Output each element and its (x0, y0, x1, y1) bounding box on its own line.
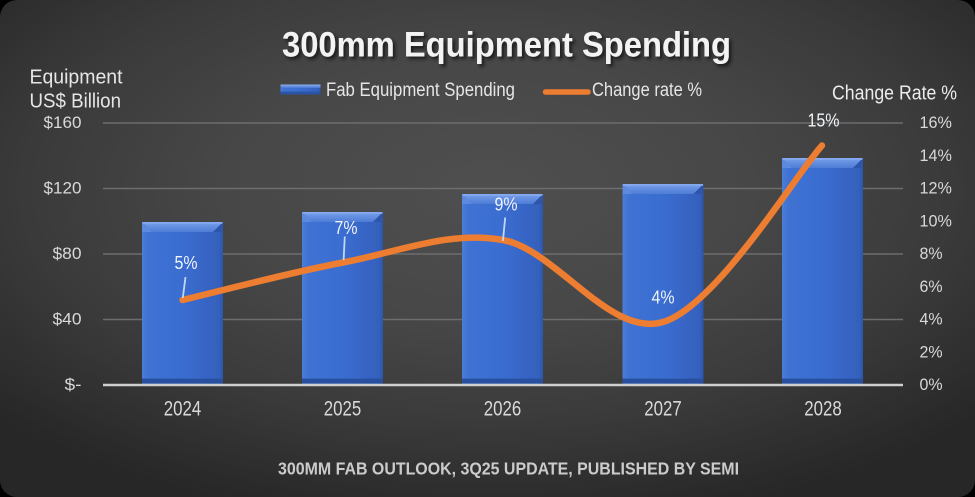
svg-text:$120: $120 (44, 179, 82, 198)
svg-text:2%: 2% (920, 342, 943, 361)
svg-text:5%: 5% (175, 253, 198, 273)
svg-text:6%: 6% (920, 277, 943, 296)
svg-text:2025: 2025 (324, 397, 362, 421)
svg-text:Fab Equipment Spending: Fab Equipment Spending (326, 80, 515, 101)
svg-text:$80: $80 (53, 244, 82, 263)
svg-text:US$ Billion: US$ Billion (30, 91, 122, 113)
svg-text:14%: 14% (920, 146, 952, 165)
svg-text:8%: 8% (920, 244, 943, 263)
svg-text:16%: 16% (920, 113, 952, 132)
svg-text:$-: $- (65, 375, 82, 394)
svg-text:2027: 2027 (644, 397, 682, 421)
svg-text:12%: 12% (920, 179, 952, 198)
svg-text:0%: 0% (920, 375, 943, 394)
svg-text:9%: 9% (495, 195, 518, 215)
svg-text:Change Rate %: Change Rate % (832, 83, 957, 105)
svg-text:7%: 7% (335, 218, 358, 238)
svg-text:10%: 10% (920, 211, 952, 230)
svg-text:300mm Equipment Spending: 300mm Equipment Spending (282, 26, 731, 65)
svg-text:2026: 2026 (484, 397, 522, 421)
svg-text:2028: 2028 (804, 397, 842, 421)
svg-text:4%: 4% (652, 288, 675, 308)
svg-text:Change rate %: Change rate % (592, 80, 702, 101)
svg-text:$40: $40 (53, 310, 82, 329)
svg-text:2024: 2024 (164, 397, 202, 421)
svg-text:15%: 15% (808, 111, 840, 131)
svg-text:$160: $160 (44, 113, 82, 132)
svg-text:300MM FAB OUTLOOK, 3Q25 UPDATE: 300MM FAB OUTLOOK, 3Q25 UPDATE, PUBLISHE… (278, 459, 739, 479)
svg-text:4%: 4% (920, 310, 943, 329)
svg-text:Equipment: Equipment (30, 67, 123, 89)
